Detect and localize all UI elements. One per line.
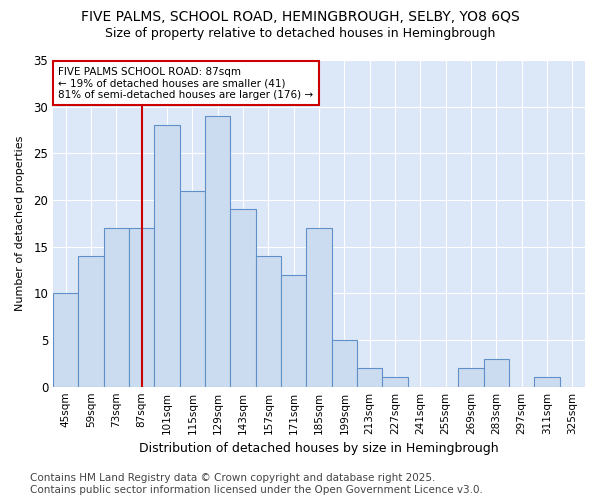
Bar bbox=[332, 340, 357, 386]
Bar bbox=[357, 368, 382, 386]
Bar bbox=[382, 378, 407, 386]
Bar bbox=[129, 228, 154, 386]
Bar bbox=[256, 256, 281, 386]
Y-axis label: Number of detached properties: Number of detached properties bbox=[15, 136, 25, 311]
Text: Size of property relative to detached houses in Hemingbrough: Size of property relative to detached ho… bbox=[105, 28, 495, 40]
Bar bbox=[104, 228, 129, 386]
Bar bbox=[205, 116, 230, 386]
Bar bbox=[458, 368, 484, 386]
Bar bbox=[154, 126, 180, 386]
Bar bbox=[180, 190, 205, 386]
Bar bbox=[535, 378, 560, 386]
Bar bbox=[307, 228, 332, 386]
Text: FIVE PALMS, SCHOOL ROAD, HEMINGBROUGH, SELBY, YO8 6QS: FIVE PALMS, SCHOOL ROAD, HEMINGBROUGH, S… bbox=[80, 10, 520, 24]
Bar bbox=[79, 256, 104, 386]
Bar bbox=[484, 358, 509, 386]
Bar bbox=[230, 210, 256, 386]
Text: Contains HM Land Registry data © Crown copyright and database right 2025.
Contai: Contains HM Land Registry data © Crown c… bbox=[30, 474, 483, 495]
Bar bbox=[281, 274, 307, 386]
X-axis label: Distribution of detached houses by size in Hemingbrough: Distribution of detached houses by size … bbox=[139, 442, 499, 455]
Bar bbox=[53, 294, 79, 386]
Text: FIVE PALMS SCHOOL ROAD: 87sqm
← 19% of detached houses are smaller (41)
81% of s: FIVE PALMS SCHOOL ROAD: 87sqm ← 19% of d… bbox=[58, 66, 314, 100]
